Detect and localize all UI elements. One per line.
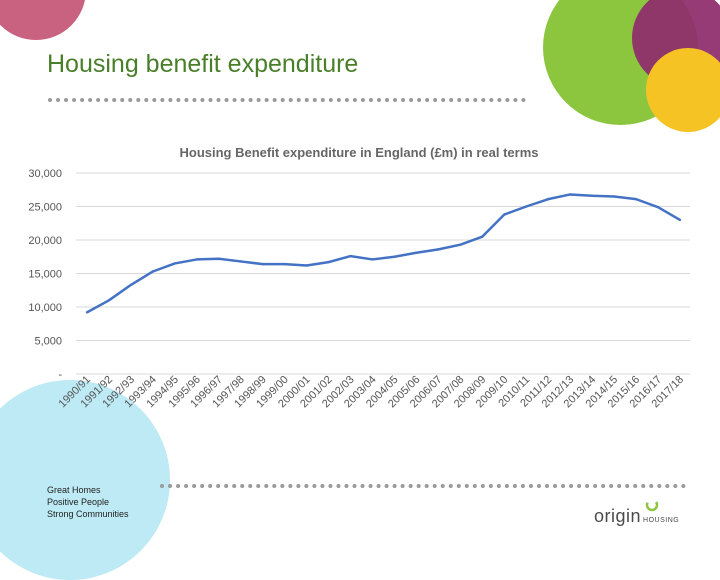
data-point	[173, 262, 177, 265]
data-point	[371, 258, 374, 261]
data-point	[393, 255, 396, 258]
y-tick-label: -	[58, 369, 62, 381]
footer-divider	[160, 484, 686, 488]
data-point	[415, 251, 418, 254]
data-point	[85, 311, 89, 314]
data-point	[590, 194, 594, 197]
y-tick-label: 25,000	[28, 202, 62, 214]
data-point	[151, 270, 155, 273]
line-chart: Housing Benefit expenditure in England (…	[28, 145, 690, 411]
decorative-yellow-circle	[646, 48, 720, 132]
data-point	[327, 260, 330, 264]
data-point	[634, 197, 638, 201]
data-point	[305, 264, 308, 267]
tagline-line: Strong Communities	[47, 509, 129, 519]
swirl-logo-icon	[645, 498, 659, 512]
series-line-0	[86, 193, 681, 314]
data-point	[568, 193, 572, 196]
y-tick-label: 15,000	[28, 269, 62, 281]
tagline: Great Homes Positive People Strong Commu…	[47, 484, 129, 520]
data-point	[107, 299, 111, 302]
y-tick-label: 20,000	[28, 235, 62, 247]
data-point	[678, 218, 682, 222]
y-axis: 30,000 25,000 20,000 15,000 10,000 5,000 -	[28, 168, 62, 381]
x-axis: 1990/911991/921992/931993/941994/951995/…	[57, 374, 687, 411]
data-point	[195, 258, 199, 261]
chart-series	[85, 193, 682, 314]
data-point	[129, 283, 133, 287]
data-point	[437, 248, 440, 251]
slide-title: Housing benefit expenditure	[47, 50, 359, 78]
chart-title: Housing Benefit expenditure in England (…	[180, 145, 539, 160]
data-point	[217, 257, 220, 260]
tagline-line: Positive People	[47, 497, 110, 507]
logo-subtext: HOUSING	[643, 517, 680, 524]
y-tick-label: 10,000	[28, 302, 62, 314]
data-point	[239, 260, 242, 263]
origin-housing-logo: origin HOUSING	[594, 506, 679, 527]
data-point	[656, 205, 660, 209]
y-tick-label: 5,000	[34, 336, 62, 348]
data-point	[612, 195, 616, 198]
tagline-line: Great Homes	[47, 485, 101, 495]
chart-grid	[76, 172, 690, 375]
data-point	[459, 243, 462, 246]
title-divider	[48, 98, 526, 102]
y-tick-label: 30,000	[28, 168, 62, 180]
data-point	[349, 254, 352, 258]
data-point	[525, 205, 528, 208]
data-point	[547, 197, 550, 201]
data-point	[283, 262, 286, 266]
data-point	[261, 262, 264, 266]
data-point	[503, 213, 506, 216]
data-point	[481, 235, 484, 238]
logo-wordmark: origin	[594, 506, 642, 526]
